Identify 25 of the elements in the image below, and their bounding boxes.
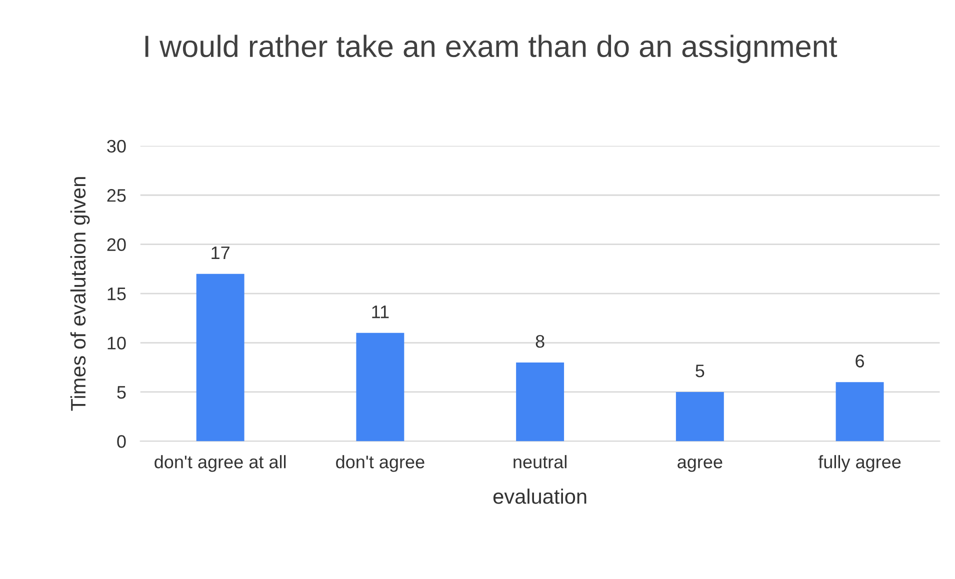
x-tick-label: neutral	[514, 455, 566, 468]
y-tick-label: 10	[108, 336, 126, 350]
bar	[836, 382, 884, 442]
x-tick-label: don't agree	[336, 455, 424, 472]
x-tick-label: agree	[678, 458, 722, 472]
y-tick-label: 15	[108, 288, 126, 300]
bar	[196, 274, 244, 442]
y-tick-label: 25	[107, 189, 126, 202]
x-axis-title: evaluation	[493, 488, 586, 504]
bar	[356, 332, 404, 442]
y-tick-label: 20	[107, 238, 126, 252]
bar	[516, 362, 564, 442]
chart-title: I would rather take an exam than do an assignment	[145, 34, 838, 64]
data-label: 6	[856, 354, 864, 368]
data-label: 8	[536, 334, 544, 348]
data-label: 17	[212, 246, 230, 260]
y-tick-label: 5	[117, 386, 126, 399]
data-label: 11	[372, 306, 389, 318]
y-tick-label: 30	[107, 140, 126, 153]
bar	[676, 392, 724, 442]
x-tick-label: don't agree at all	[154, 455, 286, 472]
data-label: 5	[696, 364, 704, 378]
x-tick-label: fully agree	[818, 455, 901, 472]
y-axis-title: Times of evalutaion given	[70, 177, 90, 411]
y-tick-label: 0	[117, 435, 126, 448]
